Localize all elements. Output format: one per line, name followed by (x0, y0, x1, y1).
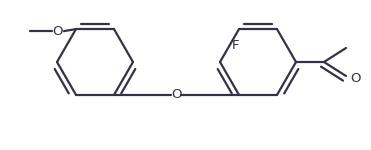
Text: O: O (171, 88, 182, 101)
Text: O: O (53, 25, 63, 38)
Text: O: O (350, 72, 361, 86)
Text: F: F (232, 39, 240, 52)
